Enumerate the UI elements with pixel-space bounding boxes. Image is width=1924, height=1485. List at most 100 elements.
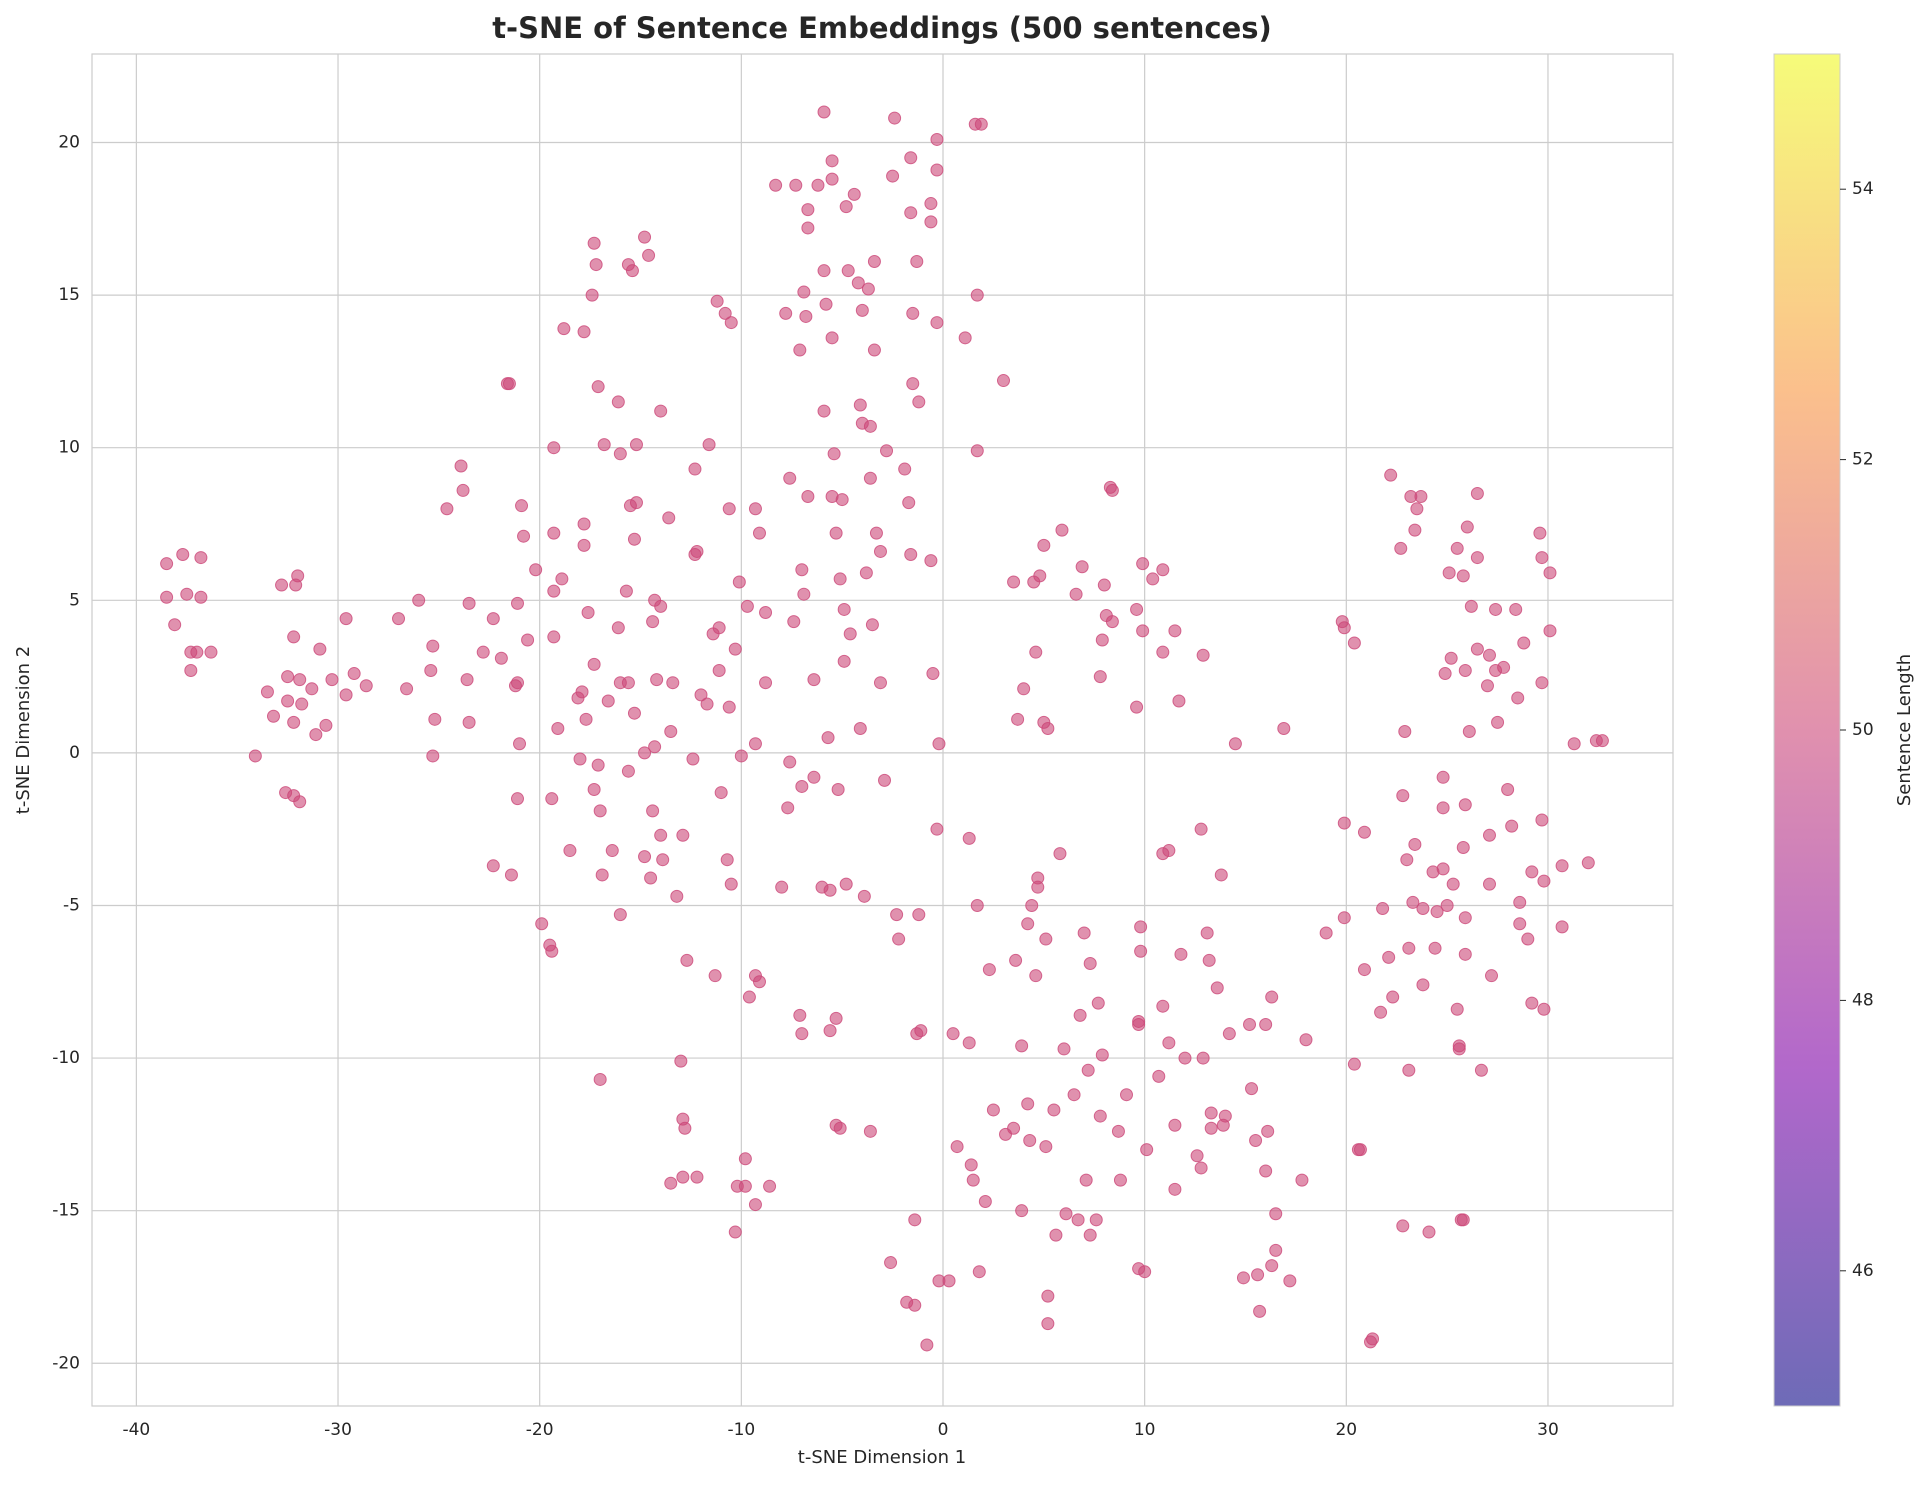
- point: [585, 288, 599, 302]
- point: [1396, 789, 1410, 803]
- point: [305, 682, 319, 696]
- point: [1021, 1097, 1035, 1111]
- point: [1259, 1018, 1273, 1032]
- point: [962, 831, 976, 845]
- point: [912, 395, 926, 409]
- point: [194, 590, 208, 604]
- point: [795, 779, 809, 793]
- point: [1009, 953, 1023, 967]
- point: [748, 737, 762, 751]
- point: [1029, 645, 1043, 659]
- point: [742, 990, 756, 1004]
- point: [1283, 1274, 1297, 1288]
- point: [656, 853, 670, 867]
- point: [861, 282, 875, 296]
- point: [823, 1024, 837, 1038]
- point: [1146, 572, 1160, 586]
- point: [853, 721, 867, 735]
- point: [287, 715, 301, 729]
- point: [690, 1170, 704, 1184]
- point: [1347, 1057, 1361, 1071]
- point: [710, 294, 724, 308]
- point: [426, 749, 440, 763]
- point: [966, 1173, 980, 1187]
- point: [833, 1121, 847, 1135]
- point: [462, 596, 476, 610]
- colorbar-label: Sentence Length: [1894, 654, 1915, 806]
- point: [1021, 917, 1035, 931]
- point: [978, 1195, 992, 1209]
- y-tick-label: 10: [58, 438, 80, 458]
- point: [1269, 1207, 1283, 1221]
- point: [579, 712, 593, 726]
- point: [1438, 667, 1452, 681]
- point: [924, 215, 938, 229]
- point: [424, 663, 438, 677]
- point: [1462, 725, 1476, 739]
- point: [613, 908, 627, 922]
- point: [1249, 1133, 1263, 1147]
- point: [902, 496, 916, 510]
- point: [873, 676, 887, 690]
- point: [724, 877, 738, 891]
- point: [666, 676, 680, 690]
- point: [1059, 1207, 1073, 1221]
- point: [1581, 856, 1595, 870]
- point: [1105, 615, 1119, 629]
- point: [160, 557, 174, 571]
- point: [1089, 1213, 1103, 1227]
- point: [863, 1124, 877, 1138]
- point: [1482, 648, 1496, 662]
- point: [428, 712, 442, 726]
- point: [783, 755, 797, 769]
- colorbar-tick-label: 54: [1852, 179, 1874, 199]
- point: [752, 526, 766, 540]
- point: [748, 502, 762, 516]
- point: [1253, 1304, 1267, 1318]
- point: [1430, 905, 1444, 919]
- point: [454, 459, 468, 473]
- point: [958, 331, 972, 345]
- point: [1511, 691, 1525, 705]
- point: [515, 499, 529, 513]
- point: [313, 642, 327, 656]
- point: [720, 853, 734, 867]
- x-axis-label: t-SNE Dimension 1: [798, 1447, 966, 1468]
- point: [325, 673, 339, 687]
- point: [680, 953, 694, 967]
- point: [266, 709, 280, 723]
- point: [190, 645, 204, 659]
- point: [930, 822, 944, 836]
- point: [1452, 1042, 1466, 1056]
- colorbar-tick-label: 46: [1852, 1261, 1874, 1281]
- point: [1245, 1082, 1259, 1096]
- point: [601, 694, 615, 708]
- point: [289, 578, 303, 592]
- point: [1319, 926, 1333, 940]
- point: [1093, 1109, 1107, 1123]
- point: [510, 676, 524, 690]
- point: [392, 612, 406, 626]
- point: [1178, 1051, 1192, 1065]
- point: [676, 1170, 690, 1184]
- point: [1555, 920, 1569, 934]
- point: [1396, 1219, 1410, 1233]
- point: [1083, 956, 1097, 970]
- point: [1410, 502, 1424, 516]
- point: [847, 187, 861, 201]
- point: [1037, 538, 1051, 552]
- point: [1023, 1133, 1037, 1147]
- point: [547, 526, 561, 540]
- point: [160, 590, 174, 604]
- point: [1460, 520, 1474, 534]
- point: [1202, 953, 1216, 967]
- point: [486, 612, 500, 626]
- point: [1007, 1121, 1021, 1135]
- point: [476, 645, 490, 659]
- point: [1567, 737, 1581, 751]
- point: [1535, 813, 1549, 827]
- point: [1509, 602, 1523, 616]
- point: [1337, 816, 1351, 830]
- colorbar-tick-label: 50: [1852, 720, 1874, 740]
- point: [295, 697, 309, 711]
